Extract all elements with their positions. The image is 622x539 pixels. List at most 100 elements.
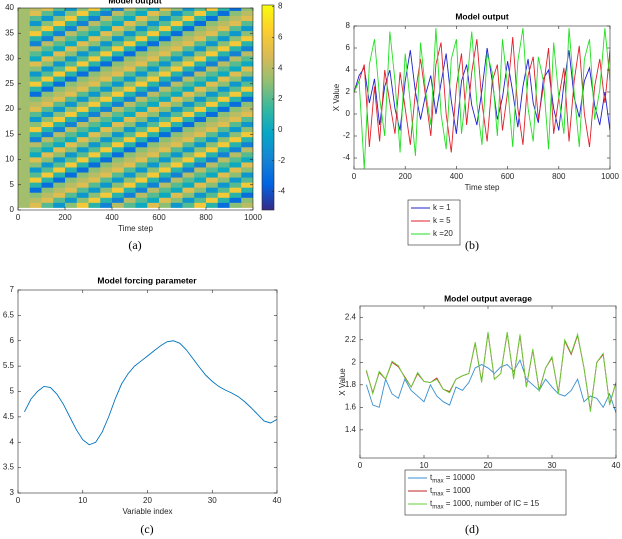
heatmap-cell bbox=[53, 136, 66, 143]
heatmap-cell bbox=[65, 141, 78, 148]
heatmap-cell bbox=[123, 197, 136, 203]
heatmap-cell bbox=[29, 136, 42, 143]
heatmap-cell bbox=[206, 146, 219, 153]
heatmap-cell bbox=[135, 172, 148, 178]
heatmap-cell bbox=[100, 8, 113, 11]
heatmap-cell bbox=[147, 197, 160, 203]
heatmap-cell bbox=[217, 35, 230, 42]
heatmap-cell bbox=[65, 192, 78, 198]
heatmap-cell bbox=[206, 15, 219, 22]
heatmap-cell bbox=[18, 131, 31, 138]
y-tick-label: 5.5 bbox=[3, 361, 15, 370]
heatmap-cell bbox=[217, 71, 230, 77]
heatmap-cell bbox=[123, 71, 136, 77]
heatmap-cell bbox=[41, 111, 54, 117]
heatmap-cell bbox=[29, 172, 42, 178]
legend-label: tmax = 1000, number of IC = 15 bbox=[430, 499, 540, 510]
heatmap-cell bbox=[41, 167, 54, 173]
heatmap-cell bbox=[41, 192, 54, 198]
heatmap-cell bbox=[217, 131, 230, 138]
heatmap-cell bbox=[29, 10, 42, 16]
heatmap-cell bbox=[41, 91, 54, 97]
heatmap-cell bbox=[170, 141, 183, 148]
heatmap-cell bbox=[241, 25, 253, 32]
heatmap-cell bbox=[241, 126, 253, 133]
heatmap-cell bbox=[159, 121, 172, 128]
heatmap-cell bbox=[159, 25, 172, 32]
colorbar bbox=[261, 4, 275, 211]
chart-title: Model output bbox=[108, 0, 162, 5]
heatmap-cell bbox=[147, 126, 160, 133]
heatmap-cell bbox=[182, 156, 195, 163]
heatmap-cell bbox=[41, 8, 54, 11]
heatmap-cell bbox=[41, 156, 54, 163]
heatmap-cell bbox=[41, 30, 54, 37]
heatmap-cell bbox=[123, 101, 136, 107]
heatmap-cell bbox=[159, 141, 172, 148]
heatmap-cell bbox=[217, 50, 230, 57]
heatmap-cell bbox=[29, 30, 42, 37]
heatmap-cell bbox=[206, 116, 219, 123]
heatmap-cell bbox=[241, 121, 253, 128]
heatmap-cell bbox=[88, 151, 101, 158]
heatmap-cell bbox=[159, 131, 172, 138]
heatmap-cell bbox=[123, 192, 136, 198]
heatmap-cell bbox=[41, 172, 54, 178]
heatmap-cell bbox=[182, 50, 195, 57]
heatmap-cell bbox=[29, 101, 42, 107]
heatmap-cell bbox=[170, 76, 183, 82]
heatmap-cell bbox=[100, 126, 113, 133]
heatmap-cell bbox=[135, 96, 148, 102]
heatmap-cell bbox=[123, 156, 136, 163]
heatmap-cell bbox=[170, 50, 183, 57]
x-tick-label: 0 bbox=[352, 172, 357, 181]
heatmap-cell bbox=[53, 146, 66, 153]
heatmap-cell bbox=[217, 146, 230, 153]
line-series bbox=[365, 331, 616, 412]
heatmap-cell bbox=[76, 126, 89, 133]
heatmap-cell bbox=[229, 50, 242, 57]
subplot: 0 10 20 30 40 3 3.5 4 4.5 5 5.5 6 6.5 7 Model forcing … bbox=[3, 275, 282, 536]
heatmap-cell bbox=[206, 81, 219, 87]
heatmap-cell bbox=[182, 162, 195, 168]
heatmap-cell bbox=[18, 192, 31, 198]
x-tick-label: 30 bbox=[208, 496, 217, 505]
heatmap-cell bbox=[112, 136, 125, 143]
heatmap-cell bbox=[229, 187, 242, 193]
heatmap-cell bbox=[123, 146, 136, 153]
heatmap-cell bbox=[41, 55, 54, 62]
heatmap-cell bbox=[170, 86, 183, 92]
heatmap-cell bbox=[135, 141, 148, 148]
heatmap-cell bbox=[206, 20, 219, 27]
heatmap-cell bbox=[170, 8, 183, 11]
heatmap-cell bbox=[76, 96, 89, 102]
heatmap-cell bbox=[241, 20, 253, 27]
heatmap-cell bbox=[41, 136, 54, 143]
heatmap-cell bbox=[182, 182, 195, 188]
heatmap-cell bbox=[88, 76, 101, 82]
heatmap-cell bbox=[159, 20, 172, 27]
heatmap-cell bbox=[217, 167, 230, 173]
heatmap-cell bbox=[112, 111, 125, 117]
heatmap-cell bbox=[194, 91, 207, 97]
heatmap-cell bbox=[100, 55, 113, 62]
heatmap-cell bbox=[112, 15, 125, 22]
plot-content bbox=[365, 331, 616, 414]
heatmap-cell bbox=[112, 131, 125, 138]
heatmap-cell bbox=[88, 131, 101, 138]
heatmap-cell bbox=[112, 146, 125, 153]
heatmap-cell bbox=[159, 182, 172, 188]
heatmap-cell bbox=[76, 15, 89, 22]
heatmap-cell bbox=[170, 40, 183, 47]
heatmap-cell bbox=[18, 86, 31, 92]
heatmap-cell bbox=[182, 8, 195, 11]
heatmap-cell bbox=[112, 156, 125, 163]
heatmap-cell bbox=[147, 136, 160, 143]
heatmap-cell bbox=[159, 187, 172, 193]
heatmap-cell bbox=[123, 61, 136, 67]
heatmap-cell bbox=[112, 96, 125, 102]
heatmap-cell bbox=[100, 86, 113, 92]
heatmap-cell bbox=[65, 20, 78, 27]
heatmap-cell bbox=[65, 50, 78, 57]
